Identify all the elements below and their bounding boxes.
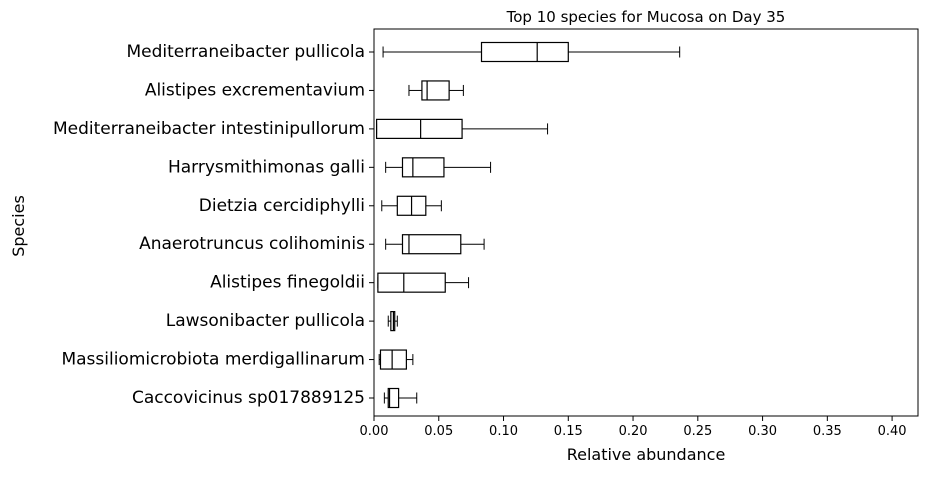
y-axis-label: Species	[9, 195, 28, 257]
x-tick-label: 0.15	[554, 424, 583, 439]
category-label: Mediterraneibacter intestinipullorum	[53, 119, 365, 139]
category-label: Mediterraneibacter pullicola	[126, 42, 365, 62]
category-label: Caccovicinus sp017889125	[132, 388, 365, 408]
x-tick-label: 0.30	[748, 424, 777, 439]
box-group	[383, 387, 418, 409]
x-tick-label: 0.40	[878, 424, 907, 439]
box	[387, 387, 400, 409]
box-group	[381, 195, 442, 216]
category-label: Alistipes finegoldii	[210, 273, 365, 293]
box-group	[387, 311, 398, 332]
box	[377, 272, 446, 293]
box	[390, 311, 396, 332]
plot-area	[375, 41, 681, 409]
category-label: Lawsonibacter pullicola	[166, 311, 365, 331]
category-label: Alistipes excrementavium	[145, 80, 365, 100]
x-tick-label: 0.05	[424, 424, 453, 439]
box-group	[385, 234, 485, 255]
box-group	[408, 80, 464, 101]
category-label: Harrysmithimonas galli	[168, 157, 365, 177]
x-axis-label: Relative abundance	[567, 445, 726, 464]
x-tick-label: 0.00	[360, 424, 389, 439]
category-label: Dietzia cercidiphylli	[199, 196, 365, 216]
plot-frame	[373, 28, 919, 417]
box-group	[377, 272, 470, 293]
box-group	[378, 349, 414, 370]
box	[379, 349, 407, 370]
category-label: Massiliomicrobiota merdigallinarum	[61, 350, 365, 370]
x-tick-label: 0.25	[683, 424, 712, 439]
category-label: Anaerotruncus colihominis	[139, 234, 365, 254]
box	[401, 234, 462, 255]
box-group	[385, 157, 492, 178]
box	[480, 41, 569, 63]
box	[421, 80, 450, 101]
y-axis: Mediterraneibacter pullicola Alistipes ex…	[53, 42, 374, 408]
x-tick-label: 0.35	[813, 424, 842, 439]
box-group	[375, 118, 549, 139]
x-axis: 0.00 0.05 0.10 0.15 0.20 0.25 0.30 0.35 0.40	[360, 416, 907, 439]
box	[401, 157, 445, 178]
chart-title: Top 10 species for Mucosa on Day 35	[506, 8, 786, 26]
x-tick-label: 0.10	[489, 424, 518, 439]
box	[375, 118, 463, 139]
box-group	[382, 41, 681, 63]
x-tick-label: 0.20	[619, 424, 648, 439]
